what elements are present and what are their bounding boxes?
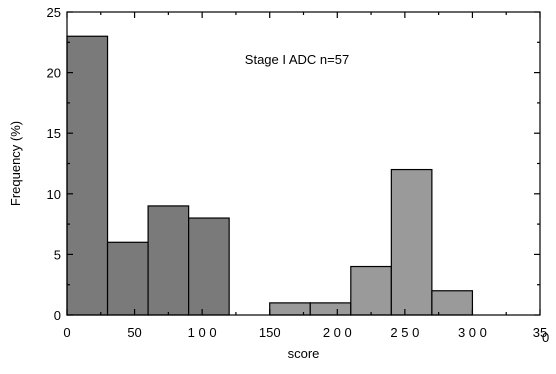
histogram-bar — [106, 241, 149, 316]
y-tick-label: 25 — [47, 5, 61, 20]
x-tick-label: 150 — [259, 325, 281, 340]
histogram-bar — [147, 205, 190, 316]
x-tick-label: 2 5 0 — [390, 325, 419, 340]
x-tick-label: 35 — [533, 325, 547, 340]
y-axis-title: Frequency (%) — [8, 121, 23, 206]
x-tick-label: 2 0 0 — [323, 325, 352, 340]
right-axis-label: 0 — [542, 330, 549, 345]
x-tick-label: 3 0 0 — [458, 325, 487, 340]
y-tick-label: 5 — [54, 247, 61, 262]
histogram-bar — [309, 302, 352, 316]
y-tick-label: 20 — [47, 66, 61, 81]
chart-annotation: Stage I ADC n=57 — [245, 52, 349, 67]
histogram-bar — [390, 168, 433, 316]
ticks-layer: 0 5 10 15 20 25 0 50 1 0 0 150 2 0 0 2 5 0 3 0 0 35 — [47, 5, 548, 340]
histogram-bar — [269, 302, 311, 316]
y-tick-label: 15 — [47, 126, 61, 141]
histogram-bar — [66, 35, 109, 316]
bars-layer — [66, 35, 474, 316]
x-axis-title: score — [288, 346, 320, 361]
histogram-bar — [431, 290, 474, 316]
x-tick-label: 50 — [127, 325, 141, 340]
x-tick-label: 0 — [63, 325, 70, 340]
x-tick-label: 1 0 0 — [188, 325, 217, 340]
histogram-bar — [188, 217, 230, 316]
y-tick-label: 0 — [54, 308, 61, 323]
histogram-bar — [350, 265, 392, 316]
y-tick-label: 10 — [47, 187, 61, 202]
